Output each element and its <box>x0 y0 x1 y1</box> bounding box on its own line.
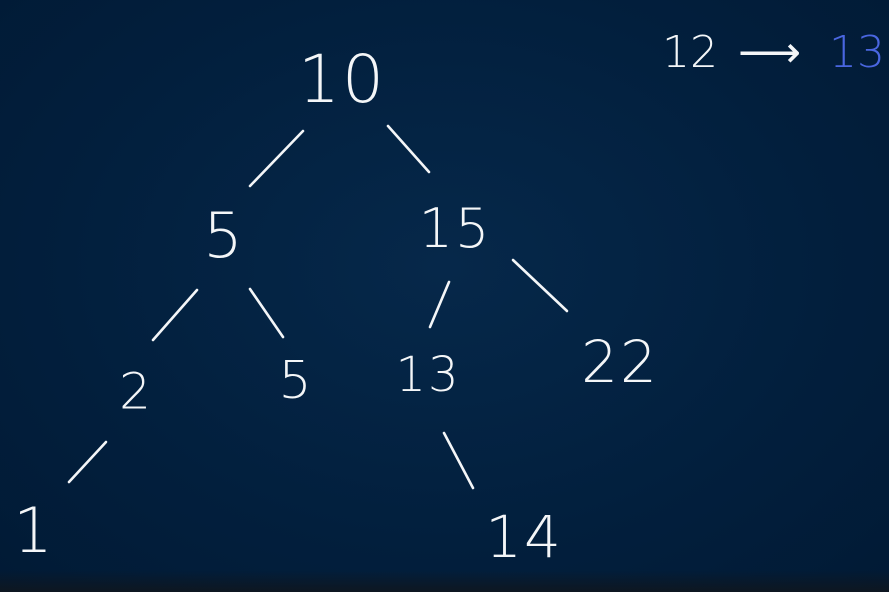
node-22: 22 <box>581 328 659 396</box>
edge-5-2 <box>151 288 199 342</box>
node-2: 2 <box>119 363 153 421</box>
edge-5-5 <box>248 287 285 339</box>
note-to-value: 13 <box>829 27 885 78</box>
node-5: 5 <box>203 199 244 272</box>
edge-13-14 <box>442 431 475 490</box>
edge-2-1 <box>67 440 108 484</box>
edge-15-22 <box>511 258 569 313</box>
edge-10-15 <box>386 124 431 174</box>
node-1: 1 <box>13 494 54 567</box>
edge-10-5 <box>248 129 305 188</box>
node-13: 13 <box>395 347 460 403</box>
node-10: 10 <box>298 41 386 118</box>
note-from-value: 12 <box>662 27 718 78</box>
edge-15-13 <box>428 280 451 329</box>
node-15: 15 <box>419 197 492 260</box>
node-5b: 5 <box>278 351 313 411</box>
arrow-icon: ⟶ <box>738 27 801 78</box>
node-14: 14 <box>485 503 563 571</box>
